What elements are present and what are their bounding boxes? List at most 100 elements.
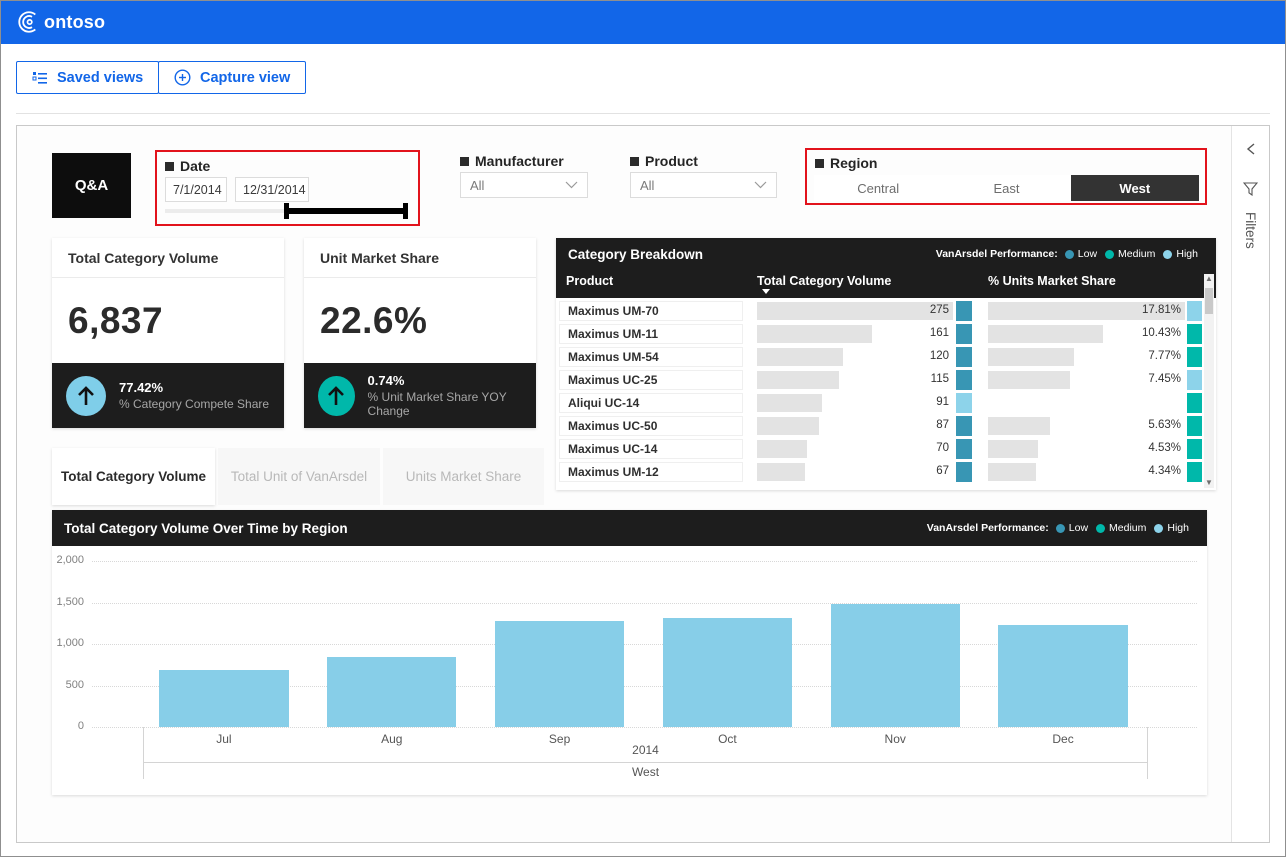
legend-item-low[interactable]: Low [1077, 248, 1098, 260]
bar-jul[interactable] [159, 669, 289, 727]
region-button-central[interactable]: Central [814, 175, 943, 201]
hierarchy-year-label: 2014 [632, 743, 659, 757]
kpi-indicator-circle [318, 375, 355, 416]
x-axis-label: Nov [884, 732, 906, 746]
product-cell[interactable]: Maximus UM-12 [559, 462, 743, 482]
bar-sep[interactable] [494, 621, 625, 727]
volume-value: 115 [930, 373, 949, 385]
table-row[interactable]: Aliqui UC-14 91 [556, 393, 1216, 413]
tab-total-unit-of-vanarsdel[interactable]: Total Unit of VanArsdel [218, 448, 380, 505]
contoso-logo: ontoso [16, 9, 105, 35]
share-performance-indicator [1187, 301, 1202, 321]
table-row[interactable]: Maximus UC-14 70 4.53% [556, 439, 1216, 459]
table-row[interactable]: Maximus UC-50 87 5.63% [556, 416, 1216, 436]
x-axis-label: Dec [1052, 732, 1074, 746]
volume-cell[interactable]: 67 [757, 462, 953, 482]
volume-cell[interactable]: 120 [757, 347, 953, 367]
column-header-product[interactable]: Product [566, 274, 614, 288]
share-cell[interactable]: 7.45% [988, 370, 1185, 390]
product-label-text: Product [645, 153, 698, 169]
legend-item-high[interactable]: High [1167, 522, 1189, 534]
legend-dot-medium[interactable] [1096, 523, 1106, 533]
product-cell[interactable]: Maximus UC-14 [559, 439, 743, 459]
manufacturer-dropdown[interactable]: All [460, 172, 588, 198]
volume-cell[interactable]: 275 [757, 301, 953, 321]
volume-cell[interactable]: 115 [757, 370, 953, 390]
share-cell[interactable]: 10.43% [988, 324, 1185, 344]
date-end-input[interactable]: 12/31/2014 [235, 177, 309, 202]
date-slider-handle-start[interactable] [284, 203, 289, 219]
volume-value: 275 [929, 304, 949, 316]
x-axis-label: Sep [548, 732, 571, 746]
product-cell[interactable]: Maximus UM-54 [559, 347, 743, 367]
share-data-bar [988, 325, 1104, 343]
share-performance-indicator [1187, 416, 1202, 436]
product-dropdown-value: All [640, 177, 655, 193]
product-cell[interactable]: Maximus UM-70 [559, 301, 743, 321]
saved-views-button[interactable]: Saved views [16, 61, 160, 94]
scroll-down-icon[interactable]: ▼ [1205, 478, 1213, 487]
tab-units-market-share[interactable]: Units Market Share [383, 448, 544, 505]
bar-dec[interactable] [998, 624, 1128, 727]
volume-data-bar [757, 440, 807, 458]
legend-dot-medium[interactable] [1105, 249, 1115, 259]
volume-performance-indicator [956, 324, 972, 344]
y-axis-tick-label: 0 [77, 720, 84, 732]
plus-circle-icon [174, 69, 191, 86]
product-cell[interactable]: Aliqui UC-14 [559, 393, 743, 413]
filters-pane-label[interactable]: Filters [1243, 212, 1258, 249]
table-row[interactable]: Maximus UM-12 67 4.34% [556, 462, 1216, 482]
filter-funnel-icon[interactable] [1243, 182, 1258, 196]
product-cell[interactable]: Maximus UC-50 [559, 416, 743, 436]
scrollbar-thumb[interactable] [1205, 288, 1213, 314]
volume-cell[interactable]: 91 [757, 393, 953, 413]
share-cell[interactable]: 4.53% [988, 439, 1185, 459]
capture-view-button[interactable]: Capture view [158, 61, 307, 94]
date-slider-range[interactable] [287, 208, 405, 214]
table-row[interactable]: Maximus UM-54 120 7.77% [556, 347, 1216, 367]
region-button-east[interactable]: East [942, 175, 1071, 201]
expand-pane-chevron-icon[interactable] [1245, 142, 1257, 156]
share-cell[interactable]: 4.34% [988, 462, 1185, 482]
legend-item-medium[interactable]: Medium [1118, 248, 1156, 260]
saved-views-label: Saved views [57, 69, 144, 86]
volume-cell[interactable]: 161 [757, 324, 953, 344]
scroll-up-icon[interactable]: ▲ [1205, 274, 1213, 283]
qna-button[interactable]: Q&A [52, 153, 131, 218]
share-cell[interactable]: 17.81% [988, 301, 1185, 321]
date-start-input[interactable]: 7/1/2014 [165, 177, 227, 202]
product-dropdown[interactable]: All [630, 172, 777, 198]
column-header-share[interactable]: % Units Market Share [988, 274, 1116, 288]
legend-dot-high[interactable] [1154, 523, 1164, 533]
date-slider-handle-end[interactable] [403, 203, 408, 219]
legend-item-low[interactable]: Low [1068, 522, 1089, 534]
legend-dot-low[interactable] [1064, 249, 1074, 259]
table-column-headers: Product Total Category Volume % Units Ma… [556, 270, 1216, 298]
bar-slot [140, 561, 308, 727]
bar-aug[interactable] [327, 656, 457, 727]
legend-item-medium[interactable]: Medium [1109, 522, 1147, 534]
share-cell[interactable]: 7.77% [988, 347, 1185, 367]
table-scrollbar[interactable]: ▲ ▼ [1204, 274, 1214, 488]
volume-cell[interactable]: 70 [757, 439, 953, 459]
table-row[interactable]: Maximus UM-70 275 17.81% [556, 301, 1216, 321]
product-cell[interactable]: Maximus UM-11 [559, 324, 743, 344]
tab-total-category-volume[interactable]: Total Category Volume [52, 448, 215, 505]
product-cell[interactable]: Maximus UC-25 [559, 370, 743, 390]
kpi-delta: 0.74% [367, 373, 405, 388]
share-cell[interactable]: 5.63% [988, 416, 1185, 436]
volume-cell[interactable]: 87 [757, 416, 953, 436]
bar-oct[interactable] [662, 617, 792, 727]
legend-dot-low[interactable] [1055, 523, 1065, 533]
region-label-text: Region [830, 155, 878, 171]
legend-dot-high[interactable] [1163, 249, 1173, 259]
region-button-west[interactable]: West [1070, 175, 1199, 201]
share-cell[interactable] [988, 393, 1185, 413]
kpi-card-unit-market-share: Unit Market Share 22.6% 0.74% % Unit Mar… [304, 238, 536, 428]
table-row[interactable]: Maximus UC-25 115 7.45% [556, 370, 1216, 390]
legend-label: VanArsdel Performance: [935, 248, 1058, 260]
legend-item-high[interactable]: High [1176, 248, 1198, 260]
bar-nov[interactable] [830, 604, 960, 727]
column-header-volume[interactable]: Total Category Volume [757, 274, 892, 288]
table-row[interactable]: Maximus UM-11 161 10.43% [556, 324, 1216, 344]
